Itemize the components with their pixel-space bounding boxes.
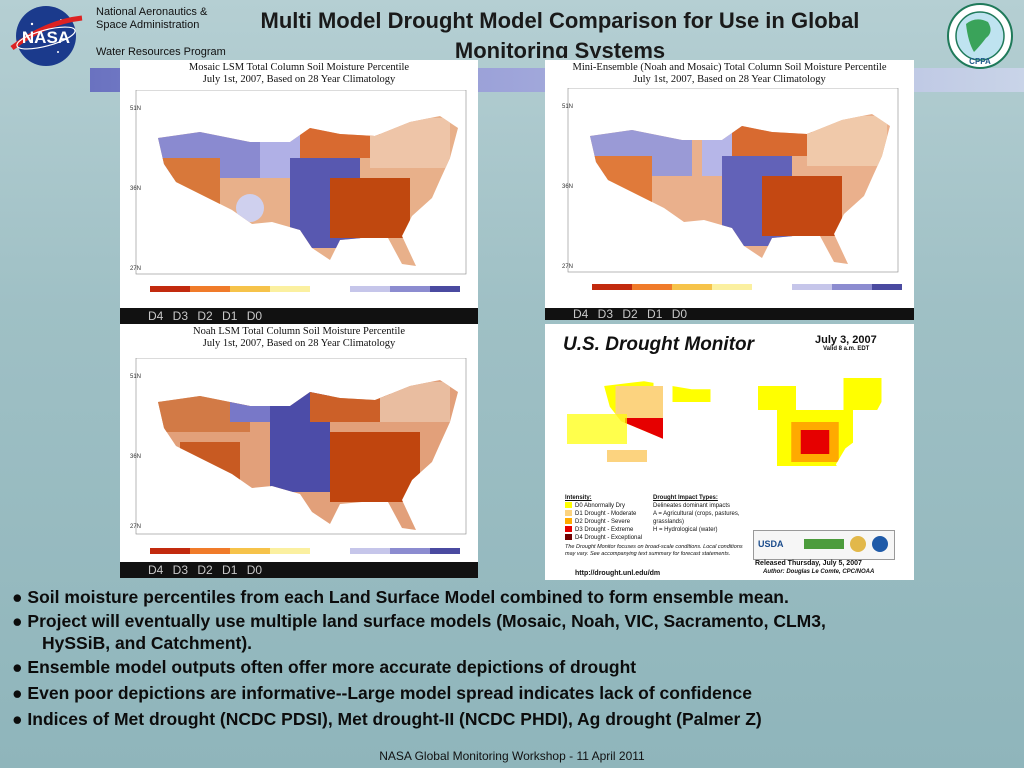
doc-seal-icon xyxy=(850,536,866,552)
svg-text:27N: 27N xyxy=(130,266,141,272)
bullet-item: ● Soil moisture percentiles from each La… xyxy=(12,587,789,607)
cppa-logo: CPPA xyxy=(942,2,1018,74)
bullet-item: ● Ensemble model outputs often offer mor… xyxy=(12,657,637,677)
drought-monitor-date: July 3, 2007 xyxy=(815,334,877,346)
drought-monitor-map xyxy=(567,368,890,489)
svg-text:36N: 36N xyxy=(562,184,573,190)
noah-map: 51N 36N 27N xyxy=(130,358,467,554)
ndmc-logo xyxy=(804,539,844,549)
intensity-label: D4 Drought - Exceptional xyxy=(575,535,643,541)
ensemble-caption-line2: July 1st, 2007, Based on 28 Year Climato… xyxy=(633,74,826,85)
drought-monitor-note: The Drought Monitor focuses on broad-sca… xyxy=(565,544,743,557)
svg-text:36N: 36N xyxy=(130,454,141,460)
ensemble-caption-line1: Mini-Ensemble (Noah and Mosaic) Total Co… xyxy=(572,62,887,73)
mosaic-drought-labels: D4 D3 D2 D1 D0 xyxy=(120,308,478,324)
usda-logo-text: USDA xyxy=(758,539,784,549)
bullet-item: ● Project will eventually use multiple l… xyxy=(12,611,826,631)
intensity-label: D1 Drought - Moderate xyxy=(575,511,637,517)
intensity-item: D3 Drought - Extreme xyxy=(565,526,642,534)
bullet-item: ● Indices of Met drought (NCDC PDSI), Me… xyxy=(12,709,762,729)
bullet-list: ● Soil moisture percentiles from each La… xyxy=(12,584,1017,732)
svg-text:36N: 36N xyxy=(130,186,141,192)
svg-text:27N: 27N xyxy=(562,264,573,270)
impact-item: A = Agricultural (crops, pastures, grass… xyxy=(653,511,740,525)
noaa-logo-icon xyxy=(872,536,888,552)
nasa-logo-text: NASA xyxy=(22,28,70,47)
released-date: Released Thursday, July 5, 2007 xyxy=(755,560,862,567)
program-name: Water Resources Program xyxy=(96,46,226,58)
intensity-item: D1 Drought - Moderate xyxy=(565,510,642,518)
ensemble-map-panel: Mini-Ensemble (Noah and Mosaic) Total Co… xyxy=(545,60,914,320)
author-credit: Author: Douglas Le Comte, CPC/NOAA xyxy=(763,569,875,575)
noah-caption-line2: July 1st, 2007, Based on 28 Year Climato… xyxy=(202,338,396,349)
impact-item: Delineates dominant impacts xyxy=(653,503,731,509)
bullet-item: ● Even poor depictions are informative--… xyxy=(12,683,752,703)
drought-monitor-panel: U.S. Drought Monitor July 3, 2007 Valid … xyxy=(545,324,914,580)
mosaic-map: 51N 36N 27N xyxy=(130,90,467,292)
ensemble-caption: Mini-Ensemble (Noah and Mosaic) Total Co… xyxy=(545,62,914,86)
ensemble-drought-labels: D4 D3 D2 D1 D0 xyxy=(545,308,914,320)
svg-text:27N: 27N xyxy=(130,524,141,530)
org-line-2: Space Administration xyxy=(96,19,200,31)
intensity-label: D2 Drought - Severe xyxy=(575,519,631,525)
intensity-item: D4 Drought - Exceptional xyxy=(565,534,642,542)
impact-title: Drought Impact Types: xyxy=(653,495,718,501)
intensity-legend: Intensity: D0 Abnormally Dry D1 Drought … xyxy=(565,494,642,542)
noah-caption: Noah LSM Total Column Soil Moisture Perc… xyxy=(120,326,478,350)
drought-monitor-title: U.S. Drought Monitor xyxy=(563,334,755,355)
intensity-label: D0 Abnormally Dry xyxy=(575,503,626,509)
cppa-logo-text: CPPA xyxy=(969,57,991,66)
mosaic-caption-line2: July 1st, 2007, Based on 28 Year Climato… xyxy=(202,74,396,85)
intensity-item: D2 Drought - Severe xyxy=(565,518,642,526)
noah-drought-labels: D4 D3 D2 D1 D0 xyxy=(120,562,478,578)
impact-legend: Drought Impact Types: Delineates dominan… xyxy=(653,494,753,534)
mosaic-map-panel: Mosaic LSM Total Column Soil Moisture Pe… xyxy=(120,60,478,324)
organization-text: National Aeronautics & Space Administrat… xyxy=(96,6,226,59)
bullet-item-continuation: HySSiB, and Catchment). xyxy=(42,633,253,653)
noah-caption-line1: Noah LSM Total Column Soil Moisture Perc… xyxy=(193,326,405,337)
intensity-label: D3 Drought - Extreme xyxy=(575,527,634,533)
svg-text:51N: 51N xyxy=(130,374,141,380)
page-title: Multi Model Drought Model Comparison for… xyxy=(260,8,860,58)
impact-item: H = Hydrological (water) xyxy=(653,527,718,533)
mosaic-caption-line1: Mosaic LSM Total Column Soil Moisture Pe… xyxy=(188,62,410,73)
drought-monitor-url: http://drought.unl.edu/dm xyxy=(575,570,661,577)
nasa-logo: NASA xyxy=(6,2,86,68)
svg-text:51N: 51N xyxy=(562,104,573,110)
drought-monitor-valid: Valid 8 a.m. EDT xyxy=(823,346,870,352)
intensity-item: D0 Abnormally Dry xyxy=(565,502,642,510)
footer-text: NASA Global Monitoring Workshop - 11 Apr… xyxy=(379,749,645,763)
intensity-title: Intensity: xyxy=(565,495,592,501)
ensemble-map: 51N 36N 27N xyxy=(562,88,902,290)
mosaic-caption: Mosaic LSM Total Column Soil Moisture Pe… xyxy=(120,62,478,86)
agency-logos: USDA xyxy=(753,530,895,560)
svg-text:51N: 51N xyxy=(130,106,141,112)
noah-map-panel: Noah LSM Total Column Soil Moisture Perc… xyxy=(120,324,478,578)
org-line-1: National Aeronautics & xyxy=(96,6,208,18)
